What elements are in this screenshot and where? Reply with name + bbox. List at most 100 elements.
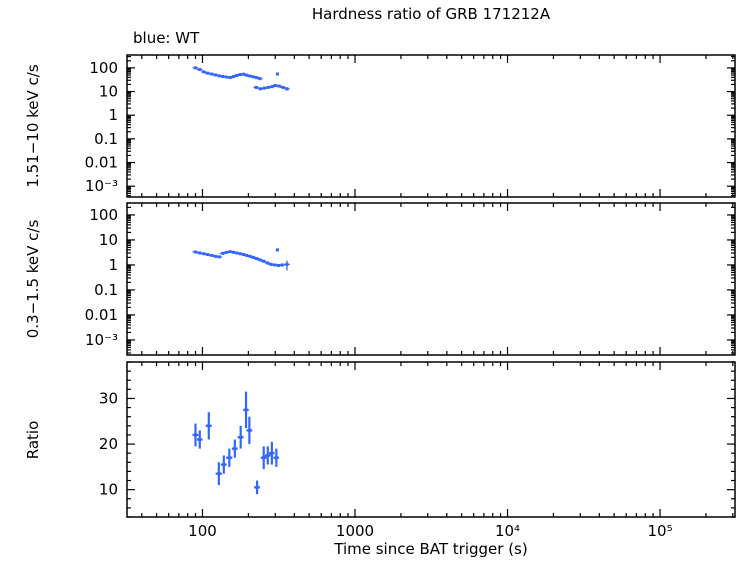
data-point bbox=[233, 447, 237, 451]
data-point bbox=[258, 258, 262, 262]
data-point bbox=[280, 263, 284, 267]
data-point bbox=[248, 254, 252, 258]
panel-hard-band: 100 10 1 0.1 0.01 10⁻³ bbox=[85, 54, 736, 198]
svg-text:10⁻³: 10⁻³ bbox=[85, 177, 118, 195]
data-point bbox=[214, 254, 218, 258]
data-point bbox=[239, 435, 243, 439]
data-point bbox=[238, 252, 242, 256]
data-point bbox=[202, 70, 206, 74]
data-point bbox=[214, 73, 218, 77]
data-point bbox=[273, 263, 277, 267]
data-point bbox=[262, 259, 266, 263]
data-point bbox=[275, 72, 279, 76]
data-point bbox=[275, 248, 279, 252]
data-point bbox=[274, 456, 278, 460]
data-point bbox=[254, 85, 258, 89]
data-point bbox=[242, 253, 246, 257]
panel-soft-band-frame bbox=[126, 202, 736, 356]
svg-text:10⁵: 10⁵ bbox=[648, 522, 673, 540]
data-point bbox=[258, 87, 262, 91]
data-point bbox=[225, 250, 229, 254]
data-point bbox=[242, 72, 246, 76]
data-point bbox=[198, 251, 202, 255]
data-point bbox=[228, 250, 232, 254]
svg-text:0.1: 0.1 bbox=[94, 130, 118, 148]
data-point bbox=[225, 75, 229, 79]
data-point bbox=[193, 433, 197, 437]
chart-title: Hardness ratio of GRB 171212A bbox=[311, 5, 551, 23]
data-point bbox=[251, 75, 255, 79]
svg-text:10: 10 bbox=[99, 231, 118, 249]
data-point bbox=[277, 84, 281, 88]
svg-text:100: 100 bbox=[188, 522, 217, 540]
svg-text:100: 100 bbox=[89, 59, 118, 77]
data-point bbox=[266, 453, 270, 457]
data-point bbox=[254, 257, 258, 261]
data-point bbox=[198, 68, 202, 72]
data-point bbox=[245, 73, 249, 77]
data-point bbox=[285, 262, 289, 266]
panel-soft-band: 100 10 1 0.1 0.01 10⁻³ bbox=[85, 202, 736, 356]
data-point bbox=[235, 73, 239, 77]
data-point bbox=[247, 428, 251, 432]
svg-text:20: 20 bbox=[99, 435, 118, 453]
data-point bbox=[258, 77, 262, 81]
data-point bbox=[193, 66, 197, 70]
svg-text:1000: 1000 bbox=[336, 522, 374, 540]
data-point bbox=[235, 251, 239, 255]
data-point bbox=[251, 255, 255, 259]
svg-text:10⁻³: 10⁻³ bbox=[85, 331, 118, 349]
data-point bbox=[248, 74, 252, 78]
svg-text:30: 30 bbox=[99, 389, 118, 407]
data-point bbox=[262, 456, 266, 460]
data-point bbox=[221, 75, 225, 79]
svg-text:0.01: 0.01 bbox=[85, 154, 118, 172]
svg-text:0.01: 0.01 bbox=[85, 306, 118, 324]
data-point bbox=[227, 456, 231, 460]
panel-ratio: 10 20 30 100 1000 10⁴ 10⁵ bbox=[99, 361, 736, 540]
data-point bbox=[266, 85, 270, 89]
data-point bbox=[198, 438, 202, 441]
data-point bbox=[206, 71, 210, 75]
data-point bbox=[206, 253, 210, 257]
data-point bbox=[217, 472, 221, 476]
data-point bbox=[210, 253, 214, 257]
svg-text:10: 10 bbox=[99, 83, 118, 101]
data-point bbox=[285, 87, 289, 91]
data-point bbox=[238, 73, 242, 77]
data-point bbox=[269, 262, 273, 266]
data-point bbox=[244, 408, 248, 412]
data-point bbox=[210, 72, 214, 76]
data-point bbox=[255, 485, 259, 489]
data-point bbox=[273, 84, 277, 88]
data-point bbox=[222, 463, 226, 467]
data-point bbox=[281, 85, 285, 89]
legend-label: blue: WT bbox=[133, 29, 200, 47]
panel-ratio-frame bbox=[126, 361, 736, 518]
data-point bbox=[270, 451, 274, 455]
svg-text:100: 100 bbox=[89, 206, 118, 224]
data-point bbox=[202, 252, 206, 256]
x-axis-label: Time since BAT trigger (s) bbox=[334, 540, 528, 558]
data-point bbox=[221, 251, 225, 255]
data-point bbox=[217, 255, 221, 259]
svg-text:10⁴: 10⁴ bbox=[495, 522, 520, 540]
data-point bbox=[217, 74, 221, 78]
data-point bbox=[232, 75, 236, 79]
svg-text:10: 10 bbox=[99, 481, 118, 499]
data-point bbox=[270, 85, 274, 89]
svg-text:0.1: 0.1 bbox=[94, 281, 118, 299]
data-point bbox=[254, 76, 258, 80]
panel-hard-band-frame bbox=[126, 54, 736, 198]
data-point bbox=[262, 86, 266, 90]
data-point bbox=[193, 250, 197, 254]
data-point bbox=[266, 261, 270, 265]
svg-text:1: 1 bbox=[108, 106, 118, 124]
data-point bbox=[232, 250, 236, 254]
data-point bbox=[228, 76, 232, 80]
data-point bbox=[276, 263, 280, 267]
svg-text:1: 1 bbox=[108, 256, 118, 274]
data-point bbox=[207, 424, 211, 428]
